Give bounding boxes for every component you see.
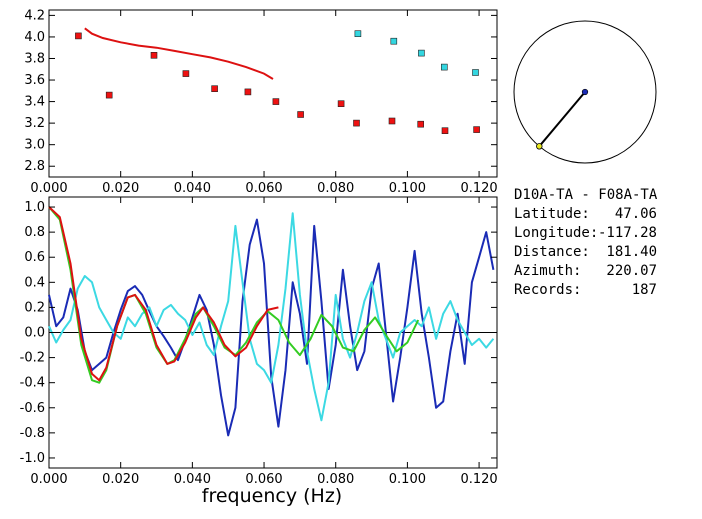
red-data-point — [388, 117, 396, 125]
x-tick-label: 0.020 — [102, 181, 139, 196]
bottom-plot-marks — [48, 206, 495, 437]
red-data-point — [441, 127, 449, 134]
x-tick-label: 0.040 — [174, 181, 211, 196]
model-curve — [84, 27, 274, 80]
x-axis-label: frequency (Hz) — [202, 485, 342, 507]
y-tick-label: 0.4 — [24, 275, 45, 290]
x-tick-label: 0.000 — [30, 472, 67, 487]
station-pair: D10A-TA - F08A-TA — [514, 187, 658, 203]
red-data-point — [75, 32, 82, 40]
x-tick-label: 0.060 — [245, 181, 282, 196]
cyan-curve — [48, 212, 495, 422]
x-tick-label: 0.100 — [389, 472, 426, 487]
cyan-data-point — [472, 69, 479, 76]
x-tick-label: 0.040 — [174, 472, 211, 487]
red-data-point — [353, 119, 360, 127]
x-tick-label: 0.120 — [460, 472, 497, 487]
y-tick-label: 3.2 — [24, 116, 45, 131]
center-station-dot — [581, 88, 589, 96]
y-tick-label: -0.8 — [20, 426, 45, 441]
y-tick-label: 3.8 — [24, 51, 45, 66]
top-plot-ticks: 2.8 3.0 3.2 3.4 3.6 3.8 4.0 4.2 0.000 0.020 0.040 0… — [24, 8, 497, 196]
y-tick-label: 0.0 — [24, 326, 45, 341]
y-tick-label: -1.0 — [20, 451, 45, 466]
top-plot-frame — [48, 9, 498, 178]
records-label: Records: — [514, 282, 581, 298]
red-curve — [48, 206, 279, 382]
distance-value: 181.40 — [606, 244, 657, 260]
top-plot-marks — [75, 27, 480, 134]
velocity-dispersion-plot: 2.8 3.0 3.2 3.4 3.6 3.8 4.0 4.2 0.000 0.020 0.040 0… — [24, 8, 497, 196]
red-data-point — [182, 70, 190, 77]
x-tick-label: 0.080 — [317, 472, 354, 487]
azimuth-circle — [513, 20, 657, 164]
distance-label: Distance: — [514, 244, 590, 260]
azimuth-circle-panel — [513, 20, 657, 164]
cyan-data-point — [418, 49, 425, 57]
y-tick-label: 4.2 — [24, 8, 45, 23]
green-curve — [48, 206, 420, 384]
x-tick-label: 0.080 — [317, 181, 354, 196]
bottom-plot-ticks: 1.0 0.8 0.6 0.4 0.2 0.0 -0.2 -0.4 -0.6 -0.8 -1.0 0.… — [20, 197, 498, 487]
red-data-point — [417, 120, 425, 128]
red-data-point — [337, 100, 345, 107]
red-data-point — [272, 98, 280, 105]
latitude-label: Latitude: — [514, 206, 590, 222]
x-tick-label: 0.020 — [102, 472, 139, 487]
x-tick-label: 0.060 — [245, 472, 282, 487]
y-tick-label: 3.6 — [24, 73, 45, 88]
latitude-value: 47.06 — [615, 206, 657, 222]
correlation-plot: 1.0 0.8 0.6 0.4 0.2 0.0 -0.2 -0.4 -0.6 -0.8 -1.0 0.… — [20, 196, 498, 507]
y-tick-label: 1.0 — [24, 200, 45, 215]
red-data-point — [150, 51, 158, 59]
y-tick-label: 2.8 — [24, 159, 45, 174]
red-data-point — [244, 88, 252, 96]
x-tick-label: 0.100 — [389, 181, 426, 196]
remote-station-dot — [536, 143, 543, 150]
y-tick-label: 0.6 — [24, 250, 45, 265]
azimuth-line — [538, 91, 586, 147]
red-data-point — [211, 85, 218, 92]
y-tick-label: -0.2 — [20, 351, 45, 366]
red-data-point — [105, 91, 113, 99]
y-tick-label: 4.0 — [24, 30, 45, 45]
azimuth-label: Azimuth: — [514, 263, 581, 279]
azimuth-value: 220.07 — [606, 263, 657, 279]
station-info: D10A-TA - F08A-TA Latitude: 47.06 Longit… — [514, 187, 658, 298]
y-tick-label: 0.8 — [24, 225, 45, 240]
y-tick-label: 3.4 — [24, 95, 45, 110]
x-tick-label: 0.120 — [460, 181, 497, 196]
records-value: 187 — [632, 282, 657, 298]
y-tick-label: 3.0 — [24, 138, 45, 153]
cyan-data-point — [440, 63, 448, 71]
cyan-data-point — [390, 37, 398, 45]
red-data-point — [473, 126, 480, 133]
y-tick-label: 0.2 — [24, 300, 45, 315]
x-tick-label: 0.000 — [30, 181, 67, 196]
red-data-point — [297, 111, 304, 118]
cyan-data-point — [354, 30, 362, 38]
y-tick-label: -0.4 — [20, 376, 45, 391]
longitude-value: -117.28 — [598, 225, 657, 241]
y-tick-label: -0.6 — [20, 401, 45, 416]
longitude-label: Longitude: — [514, 225, 598, 241]
blue-curve — [48, 218, 495, 437]
